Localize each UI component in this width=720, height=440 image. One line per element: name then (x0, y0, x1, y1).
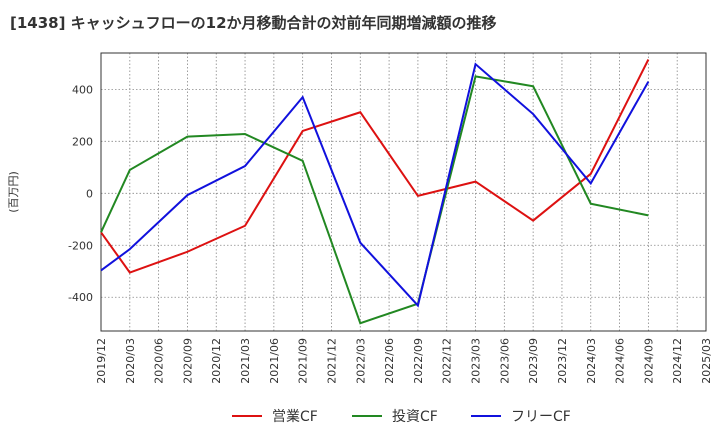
x-tick-label: 2023/06 (498, 338, 511, 384)
x-tick-label: 2024/09 (642, 338, 655, 384)
series-line-2 (100, 62, 650, 308)
x-tick-label: 2021/09 (297, 338, 310, 384)
x-tick-label: 2023/03 (470, 338, 483, 384)
y-tick-label: 0 (86, 187, 93, 200)
x-tick-label: 2025/03 (700, 338, 713, 384)
legend-entry: 営業CF (272, 409, 318, 425)
x-tick-label: 2021/12 (325, 338, 338, 384)
x-tick-label: 2020/09 (181, 338, 194, 384)
x-tick-label: 2020/12 (210, 338, 223, 384)
legend-entry: 投資CF (392, 409, 438, 425)
x-tick-label: 2020/03 (124, 338, 137, 384)
x-tick-label: 2023/12 (556, 338, 569, 384)
x-tick-label: 2023/09 (527, 338, 540, 384)
x-tick-label: 2024/06 (614, 338, 627, 384)
legend-entry: フリーCF (511, 409, 571, 425)
x-tick-label: 2022/03 (354, 338, 367, 384)
x-tick-label: 2022/12 (441, 338, 454, 384)
plot-frame (100, 52, 707, 332)
y-tick-label: 200 (72, 135, 93, 148)
x-tick-label: 2022/09 (412, 338, 425, 384)
x-tick-label: 2024/03 (585, 338, 598, 384)
x-tick-label: 2020/06 (153, 338, 166, 384)
y-tick-label: -200 (68, 239, 93, 252)
y-tick-label: 400 (72, 83, 93, 96)
chart-title: [1438] キャッシュフローの12か月移動合計の対前年同期増減額の推移 (10, 14, 497, 32)
series-line-0 (100, 59, 650, 274)
grid-group (100, 53, 707, 331)
x-tick-label: 2021/06 (268, 338, 281, 384)
x-tick-label: 2024/12 (671, 338, 684, 384)
y-axis-label: (百万円) (7, 171, 20, 213)
x-tick-label: 2019/12 (95, 338, 108, 384)
x-tick-label: 2021/03 (239, 338, 252, 384)
y-tick-label: -400 (68, 291, 93, 304)
x-tick-label: 2022/06 (383, 338, 396, 384)
